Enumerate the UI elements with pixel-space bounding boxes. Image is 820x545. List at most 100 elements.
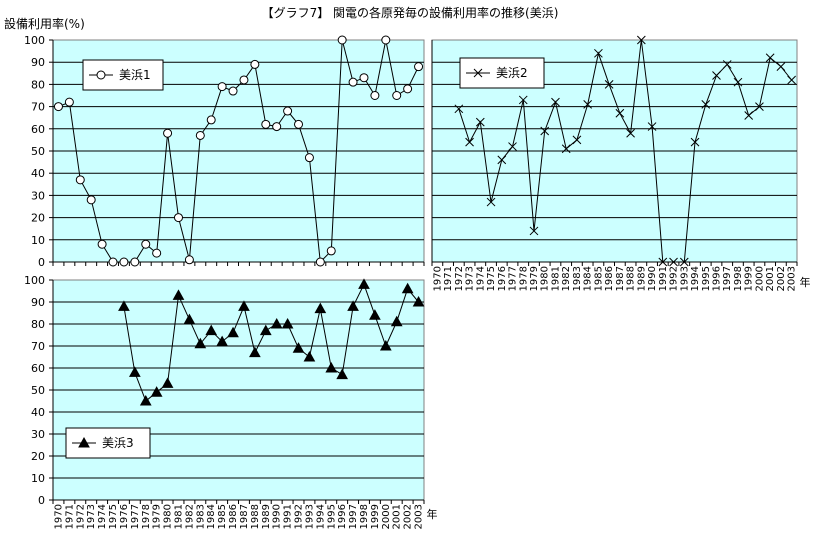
data-point	[733, 77, 743, 87]
y-tick-label: 20	[31, 450, 45, 463]
series-line-美浜2	[458, 39, 792, 263]
x-tick-label: 1972	[75, 504, 86, 529]
y-tick-label: 90	[31, 56, 45, 69]
data-point	[475, 117, 485, 127]
x-tick-label: 1986	[228, 504, 239, 529]
legend: 美浜3	[65, 427, 151, 459]
x-tick-label: 1988	[626, 266, 637, 291]
data-point	[787, 75, 796, 85]
x-tick-label: 2001	[392, 504, 403, 529]
x-tick-label: 1995	[701, 266, 712, 291]
y-tick-label: 60	[31, 362, 45, 375]
data-point	[518, 95, 528, 105]
x-axis-unit: 年	[427, 507, 438, 521]
data-point	[325, 361, 338, 373]
data-point	[508, 142, 517, 151]
x-tick-label: 1993	[679, 266, 690, 291]
legend-label: 美浜1	[119, 68, 151, 82]
x-tick-label: 1989	[636, 266, 647, 291]
data-point	[381, 35, 391, 45]
x-tick-label: 2001	[765, 266, 776, 291]
legend-label: 美浜2	[496, 66, 528, 80]
y-tick-label: 10	[31, 234, 45, 247]
x-tick-label: 1975	[486, 266, 497, 291]
x-tick-label: 1982	[184, 504, 195, 529]
data-point	[347, 300, 359, 311]
data-point	[583, 100, 593, 109]
y-tick-label: 50	[31, 384, 45, 397]
x-tick-label: 1980	[540, 266, 551, 291]
y-tick-label: 100	[24, 274, 45, 287]
data-point	[712, 71, 721, 80]
data-point	[294, 119, 304, 129]
y-tick-label: 50	[31, 145, 45, 158]
data-point	[414, 62, 424, 72]
x-tick-label: 1972	[454, 266, 465, 291]
x-tick-label: 1997	[722, 266, 733, 291]
data-point	[163, 128, 173, 138]
x-tick-label: 1987	[239, 504, 250, 529]
x-tick-label: 1979	[529, 266, 540, 291]
x-tick-label: 2003	[414, 504, 425, 529]
x-tick-label: 2000	[381, 504, 392, 529]
data-point	[348, 77, 358, 87]
data-point	[128, 366, 141, 377]
data-point	[390, 315, 403, 327]
x-tick-label: 1984	[583, 266, 594, 291]
x-tick-label: 1973	[86, 504, 97, 529]
x-tick-label: 1987	[615, 266, 626, 291]
data-point	[304, 153, 314, 163]
x-tick-label: 1998	[733, 266, 744, 291]
data-point	[292, 342, 305, 353]
x-tick-label: 1974	[475, 266, 486, 291]
data-point	[604, 80, 614, 89]
data-point	[669, 257, 678, 267]
x-tick-label: 1996	[337, 504, 348, 529]
data-point	[465, 137, 474, 147]
data-point	[314, 302, 327, 314]
series-line-美浜3	[123, 283, 419, 402]
data-point	[205, 324, 218, 336]
legend-marker	[96, 70, 106, 80]
data-point	[497, 155, 507, 165]
y-tick-label: 70	[31, 340, 45, 353]
data-point	[141, 239, 151, 249]
y-tick-label: 0	[38, 494, 45, 507]
x-tick-label: 1994	[315, 504, 326, 529]
data-point	[561, 144, 571, 154]
x-tick-label: 1977	[130, 504, 141, 529]
y-tick-label: 10	[31, 472, 45, 485]
data-point	[412, 295, 425, 307]
data-point	[228, 86, 238, 96]
x-tick-label: 1970	[432, 266, 443, 291]
data-point	[486, 197, 496, 207]
data-point	[454, 104, 464, 114]
y-axis-label: 設備利用率(%)	[4, 16, 85, 31]
x-tick-label: 1976	[119, 504, 130, 529]
y-tick-label: 90	[31, 296, 45, 309]
chart-panel-2: 1970 1971 1972 1973 1974 1975 1976 1977 1978 1979…	[431, 35, 811, 291]
data-point	[594, 48, 603, 58]
legend: 美浜1	[82, 59, 164, 91]
data-point	[615, 108, 625, 118]
x-tick-label: 1998	[359, 504, 370, 529]
data-point	[118, 300, 130, 311]
y-tick-label: 80	[31, 78, 45, 91]
x-tick-label: 1971	[64, 504, 75, 529]
data-point	[551, 97, 560, 107]
data-point	[119, 257, 129, 267]
x-tick-label: 1991	[283, 504, 294, 529]
data-point	[150, 386, 163, 397]
data-point	[261, 119, 271, 129]
x-tick-label: 1988	[250, 504, 261, 529]
data-point	[281, 317, 294, 329]
data-point	[172, 289, 185, 300]
data-point	[249, 346, 261, 358]
data-point	[283, 106, 293, 116]
y-tick-label: 30	[31, 428, 45, 441]
legend: 美浜2	[459, 57, 545, 89]
x-tick-label: 1999	[744, 266, 755, 291]
x-tick-label: 1979	[152, 504, 163, 529]
